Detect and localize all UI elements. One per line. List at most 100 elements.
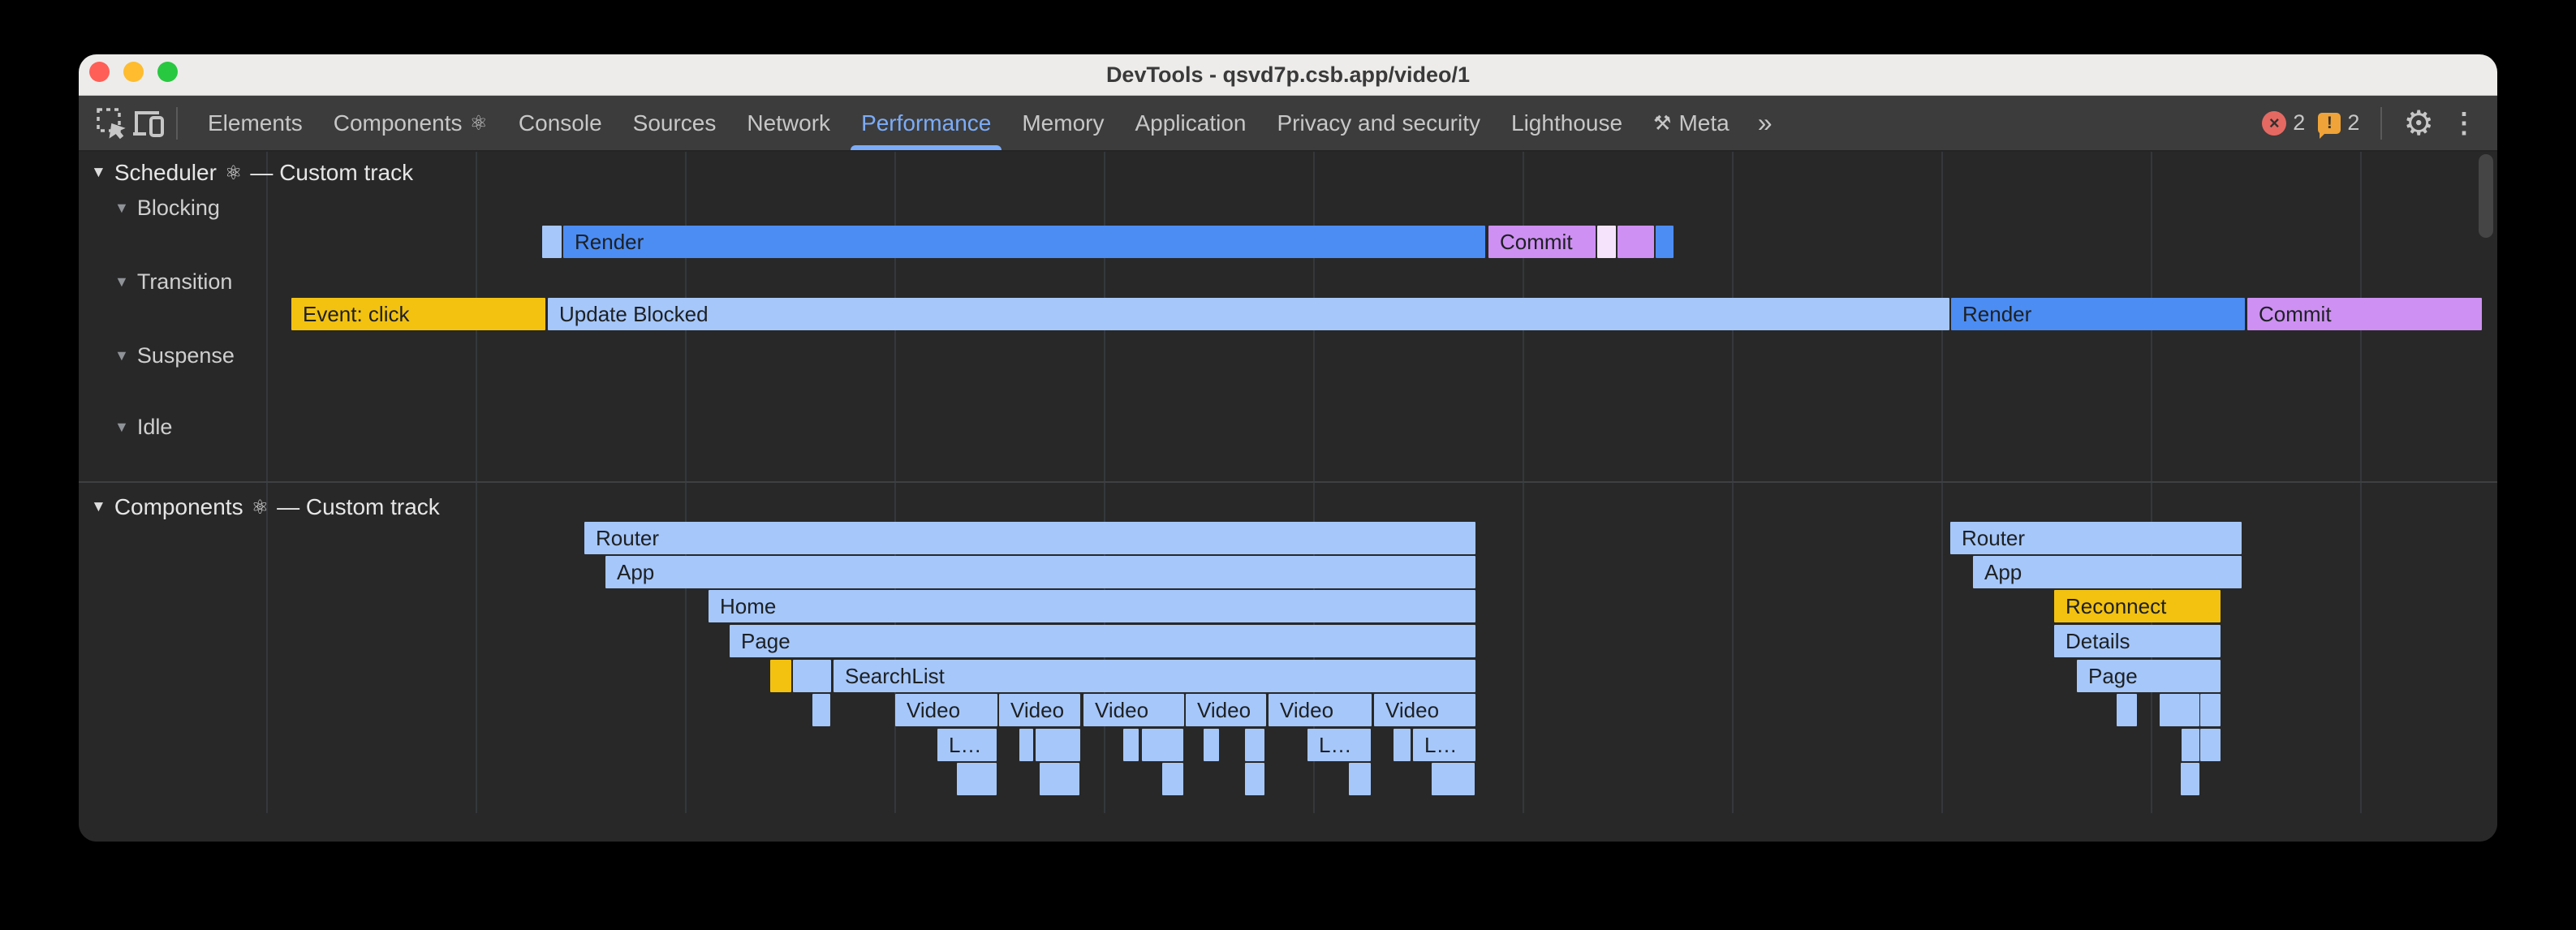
- warning-badge[interactable]: ! 2: [2318, 110, 2360, 139]
- flame-bar[interactable]: [1432, 763, 1475, 795]
- collapse-triangle-icon: ▼: [114, 273, 129, 290]
- maximize-button[interactable]: [157, 62, 178, 82]
- flame-bar[interactable]: [1019, 729, 1033, 761]
- flame-bar-page[interactable]: Page: [730, 625, 1475, 657]
- flame-bar[interactable]: [1040, 763, 1079, 795]
- flame-bar-video[interactable]: Video: [1083, 694, 1184, 726]
- flame-bar[interactable]: [1162, 763, 1183, 795]
- flame-bar[interactable]: [957, 763, 997, 795]
- react-atom-icon: ⚛: [469, 111, 488, 135]
- tab-label: Lighthouse: [1511, 110, 1623, 136]
- lane-blocking[interactable]: ▼ Blocking: [114, 195, 220, 221]
- flame-bar[interactable]: [1394, 729, 1411, 761]
- toolbar-divider: [176, 106, 178, 140]
- flame-bar[interactable]: [1036, 729, 1080, 761]
- flame-bar-event-click[interactable]: Event: click: [291, 298, 545, 330]
- flame-bar[interactable]: [542, 226, 562, 258]
- flame-bar-app[interactable]: App: [1973, 556, 2242, 588]
- inspect-element-icon[interactable]: [93, 105, 131, 142]
- flame-bar-router[interactable]: Router: [584, 522, 1475, 554]
- flame-bar[interactable]: [1597, 226, 1616, 258]
- lane-idle[interactable]: ▼ Idle: [114, 414, 172, 440]
- tools-icon: ⚒: [1653, 111, 1672, 135]
- tab-lighthouse[interactable]: Lighthouse: [1496, 96, 1638, 150]
- flame-bar-page[interactable]: Page: [2077, 660, 2221, 692]
- flame-bar[interactable]: [2200, 729, 2221, 761]
- flame-bar-l-[interactable]: L…: [937, 729, 997, 761]
- flame-bar-l-[interactable]: L…: [1307, 729, 1371, 761]
- collapse-triangle-icon: ▼: [114, 347, 129, 364]
- vertical-scrollbar-thumb[interactable]: [2479, 154, 2493, 238]
- tab-label: Network: [747, 110, 831, 136]
- devtools-toolbar: Elements Components ⚛ Console Sources Network…: [79, 96, 2497, 152]
- tab-application[interactable]: Application: [1119, 96, 1261, 150]
- more-tabs-chevron-icon[interactable]: »: [1757, 108, 1773, 137]
- flame-bar-video[interactable]: Video: [1186, 694, 1266, 726]
- tab-performance[interactable]: Performance: [846, 96, 1006, 150]
- flame-bar[interactable]: [1656, 226, 1674, 258]
- tab-label: Privacy and security: [1277, 110, 1481, 136]
- devtools-window: DevTools - qsvd7p.csb.app/video/1 Elemen…: [79, 54, 2497, 842]
- tab-meta[interactable]: ⚒ Meta: [1638, 96, 1745, 150]
- flame-bar[interactable]: [1142, 729, 1183, 761]
- collapse-triangle-icon: ▼: [114, 418, 129, 435]
- device-toolbar-icon[interactable]: [131, 105, 168, 142]
- flame-bar-details[interactable]: Details: [2054, 625, 2221, 657]
- flame-bar-router[interactable]: Router: [1950, 522, 2242, 554]
- tab-label: Console: [518, 110, 602, 136]
- flame-bar-reconnect[interactable]: Reconnect: [2054, 590, 2221, 622]
- flame-bar[interactable]: [1349, 763, 1371, 795]
- tab-privacy-and-security[interactable]: Privacy and security: [1261, 96, 1496, 150]
- flame-bar-update-blocked[interactable]: Update Blocked: [548, 298, 1949, 330]
- window-title: DevTools - qsvd7p.csb.app/video/1: [1105, 62, 1471, 87]
- close-button[interactable]: [89, 62, 110, 82]
- flame-bar[interactable]: [1123, 729, 1139, 761]
- tab-console[interactable]: Console: [503, 96, 618, 150]
- flame-bar-video[interactable]: Video: [895, 694, 997, 726]
- track-title: Components: [114, 494, 243, 519]
- flame-bar[interactable]: [1245, 763, 1264, 795]
- flame-bar[interactable]: [2182, 729, 2199, 761]
- flame-bar-commit[interactable]: Commit: [2247, 298, 2482, 330]
- flame-bar[interactable]: [1245, 729, 1264, 761]
- flame-bar-home[interactable]: Home: [709, 590, 1475, 622]
- flame-bar-video[interactable]: Video: [999, 694, 1080, 726]
- tab-network[interactable]: Network: [731, 96, 846, 150]
- flame-bar[interactable]: [793, 660, 831, 692]
- flame-bar[interactable]: [770, 660, 791, 692]
- warning-count: 2: [2347, 110, 2360, 135]
- lane-label: Idle: [136, 414, 173, 439]
- minimize-button[interactable]: [123, 62, 144, 82]
- scheduler-track-header[interactable]: ▼ Scheduler ⚛ — Custom track: [91, 158, 413, 187]
- tab-sources[interactable]: Sources: [618, 96, 732, 150]
- collapse-triangle-icon: ▼: [91, 164, 106, 181]
- tab-elements[interactable]: Elements: [192, 96, 318, 150]
- flame-bar[interactable]: [1618, 226, 1654, 258]
- flame-bar-searchlist[interactable]: SearchList: [834, 660, 1475, 692]
- components-track-header[interactable]: ▼ Components ⚛ — Custom track: [91, 493, 440, 522]
- flame-bar-render[interactable]: Render: [563, 226, 1485, 258]
- lane-suspense[interactable]: ▼ Suspense: [114, 342, 235, 368]
- lane-label: Blocking: [136, 195, 220, 220]
- error-badge[interactable]: × 2: [2262, 110, 2305, 136]
- flame-bar[interactable]: [1204, 729, 1219, 761]
- flame-bar[interactable]: [812, 694, 830, 726]
- flame-bar-app[interactable]: App: [605, 556, 1475, 588]
- tab-label: Elements: [208, 110, 303, 136]
- tab-memory[interactable]: Memory: [1006, 96, 1119, 150]
- flame-bar-l-[interactable]: L…: [1413, 729, 1475, 761]
- tab-components[interactable]: Components ⚛: [318, 96, 503, 150]
- flame-bar[interactable]: [2200, 694, 2221, 726]
- flame-bar-video[interactable]: Video: [1269, 694, 1372, 726]
- lane-transition[interactable]: ▼ Transition: [114, 269, 232, 295]
- more-options-icon[interactable]: ⋮: [2450, 107, 2478, 139]
- react-atom-icon: ⚛: [251, 496, 269, 519]
- track-separator: [79, 481, 2497, 483]
- flame-bar[interactable]: [2117, 694, 2137, 726]
- flame-bar-commit[interactable]: Commit: [1488, 226, 1596, 258]
- settings-gear-icon[interactable]: ⚙: [2403, 103, 2434, 142]
- flame-bar-video[interactable]: Video: [1374, 694, 1475, 726]
- flame-bar-render[interactable]: Render: [1951, 298, 2245, 330]
- flame-bar[interactable]: [2181, 763, 2199, 795]
- flame-bar[interactable]: [2160, 694, 2199, 726]
